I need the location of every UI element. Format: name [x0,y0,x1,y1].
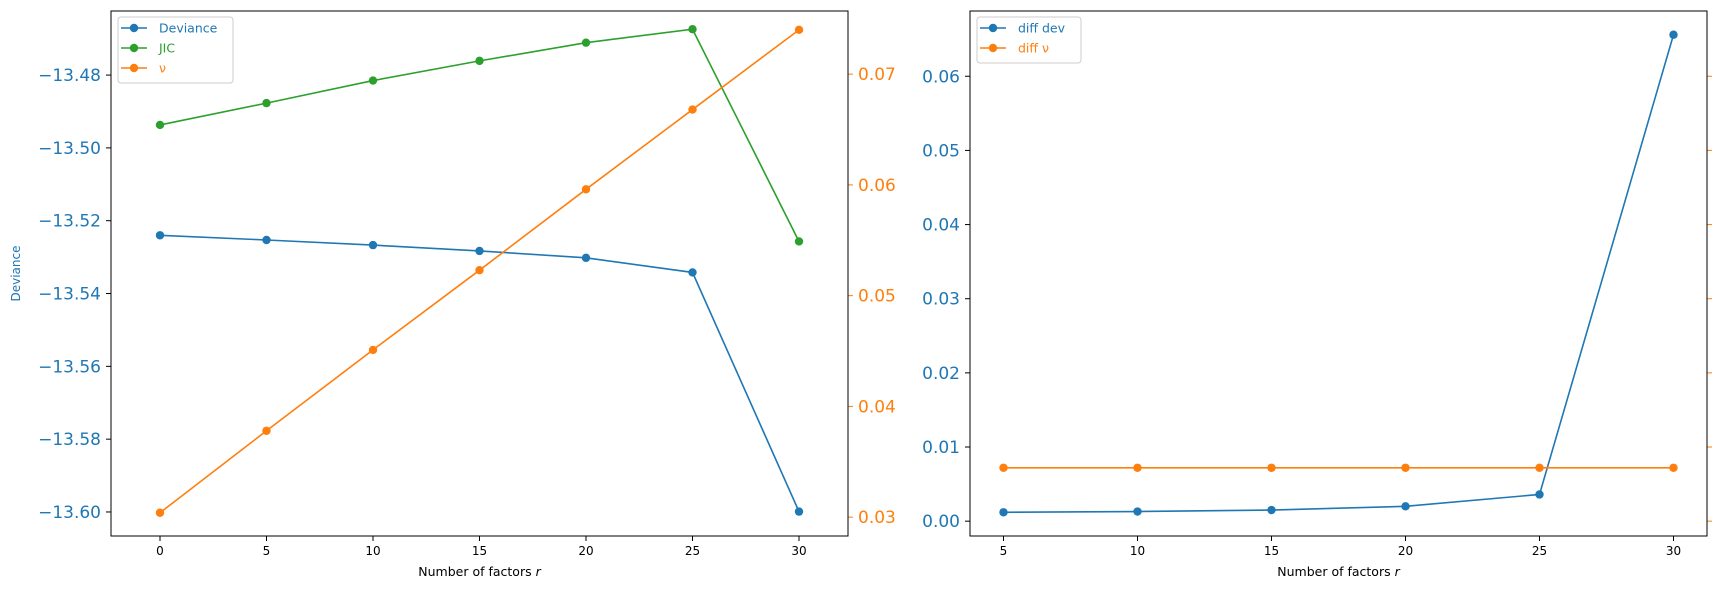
left-series-point-2 [688,105,697,114]
right-x-tick-label: 15 [1264,544,1279,558]
left-series-point-2 [475,265,484,275]
right-x-axis-label-text: Number of factors [1277,564,1394,579]
right-series-point-1 [1133,463,1142,472]
right-series-point-0 [1669,30,1678,39]
left-series-point-0 [155,231,165,240]
right-left-y-tick-label: 0.02 [922,364,960,384]
right-series-line-0 [1003,34,1675,514]
left-legend-marker-2 [129,63,139,73]
right-x-tick-label: 10 [1130,544,1145,558]
right-series-point-0 [1535,490,1544,499]
left-series-point-0 [581,253,591,263]
left-x-axis-label-text: Number of factors [418,564,535,579]
right-series-point-1 [1535,463,1544,472]
left-series-point-2 [368,345,378,355]
right-left-y-tick-label: 0.03 [922,290,960,310]
right-legend-marker-0 [988,23,998,33]
left-x-axis-label-var: r [536,564,542,579]
right-chart: 5 10 15 20 25 300.000.010.020.030.040.050.06 … [922,10,1712,579]
right-x-tick-label: 25 [1532,544,1547,558]
left-series-point-2 [262,426,271,435]
left-x-axis-label: Number of factors r [418,564,541,579]
left-series-point-1 [262,98,271,108]
left-series-point-1 [581,38,591,47]
right-series-point-1 [999,463,1008,472]
right-plot-frame [969,10,1708,537]
left-right-y-tick-label: 0.04 [858,397,896,417]
left-x-tick-label: 25 [685,544,700,558]
right-series-point-0 [1267,505,1276,515]
right-legend-label-0: diff dev [1018,21,1066,36]
left-series-point-1 [688,25,697,34]
left-x-tick-label: 10 [365,544,380,558]
right-x-axis-label-var: r [1395,564,1401,579]
left-right-y-tick-label: 0.06 [858,176,896,196]
left-left-y-tick-label: −13.58 [38,430,101,450]
left-series-point-2 [581,185,591,194]
left-left-y-tick-label: −13.52 [38,212,101,232]
left-right-y-tick-label: 0.03 [858,508,896,528]
left-x-tick-label: 5 [263,544,271,558]
left-left-y-tick-label: −13.48 [38,66,101,86]
right-series-point-0 [1133,507,1142,516]
left-plot-frame [110,10,849,537]
left-x-tick-label: 15 [472,544,487,558]
left-series-point-1 [155,120,165,130]
left-y-axis-label: Deviance [9,246,23,302]
right-x-tick-label: 20 [1398,544,1413,558]
left-x-tick-label: 20 [578,544,593,558]
right-series-point-1 [1401,463,1410,472]
left-series-point-1 [368,76,378,85]
left-left-y-tick-label: −13.54 [38,285,101,305]
right-left-y-tick-label: 0.04 [922,216,960,236]
right-left-y-tick-label: 0.00 [922,512,960,532]
right-plot-area: 5 10 15 20 25 30 0.00 0.01 0.02 0.03 0.04 0.05 0.06 [922,30,1712,558]
left-series-point-2 [155,508,165,517]
left-legend-marker-0 [129,23,139,33]
right-series-point-1 [1267,463,1276,472]
right-x-axis-label: Number of factors r [1277,564,1400,579]
left-left-y-tick-label: −13.60 [38,503,101,523]
left-legend-marker-1 [129,43,139,53]
left-x-tick-label: 30 [791,544,806,558]
right-legend-marker-1 [988,43,998,53]
left-series-point-2 [794,25,804,35]
right-left-y-tick-label: 0.05 [922,141,960,161]
right-series-point-1 [1669,463,1678,472]
right-legend-label-1: diff ν [1018,41,1049,56]
left-legend-label-0: Deviance [159,21,218,36]
right-series-point-0 [1401,502,1410,511]
left-series-point-1 [475,56,484,66]
left-legend: Deviance JIC ν [117,16,234,84]
right-legend: diff dev diff ν [976,16,1082,64]
left-left-y-tick-label: −13.50 [38,139,101,159]
left-series-point-0 [368,240,378,250]
left-x-tick-label: 0 [156,544,164,558]
left-series-point-1 [794,237,804,246]
right-left-y-tick-label: 0.06 [922,67,960,87]
left-right-y-tick-label: 0.07 [858,65,896,85]
right-x-tick-label: 30 [1666,544,1681,558]
right-series-point-0 [999,508,1008,517]
left-plot-area: 0 5 10 15 20 25 30 −13.48 −13.50 −13.52 −13.54 −13.… [38,25,896,558]
left-legend-label-2: ν [159,61,166,76]
left-series-point-0 [475,246,484,256]
left-chart: 0 5 10 15 20 25 30 −13.48 −13.50 −13.52 −13.54 −13.… [9,10,896,579]
left-right-y-tick-label: 0.05 [858,287,896,307]
right-x-tick-label: 5 [1000,544,1008,558]
left-legend-label-1: JIC [158,41,175,56]
left-series-point-0 [688,268,697,277]
left-left-y-tick-label: −13.56 [38,357,101,377]
right-left-y-tick-label: 0.01 [922,438,960,458]
left-series-point-0 [794,507,804,516]
left-series-point-0 [262,235,271,245]
